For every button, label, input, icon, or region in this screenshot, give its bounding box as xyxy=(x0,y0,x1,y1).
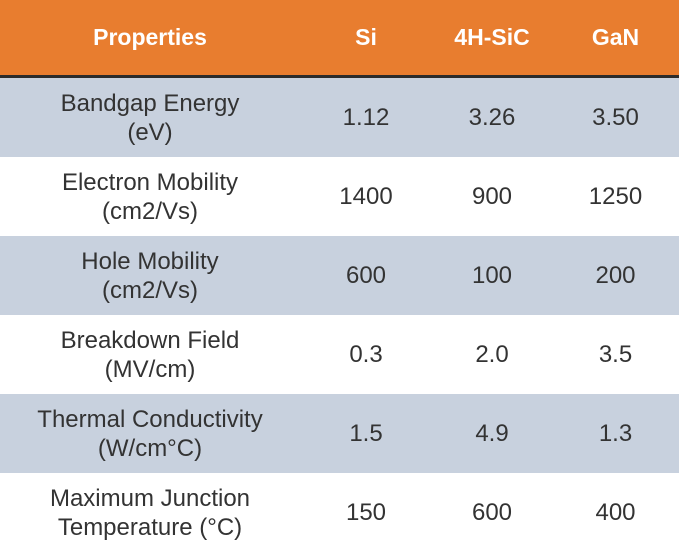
table-row: Electron Mobility (cm2/Vs) 1400 900 1250 xyxy=(0,157,679,236)
property-unit: Temperature (°C) xyxy=(57,513,243,541)
sic-value: 600 xyxy=(471,498,513,526)
property-unit: (MV/cm) xyxy=(104,355,196,383)
property-cell: Maximum Junction Temperature (°C) xyxy=(0,484,300,542)
sic-value: 900 xyxy=(471,182,513,210)
property-name: Electron Mobility xyxy=(61,168,239,196)
table-header: Properties Si 4H-SiC GaN xyxy=(0,0,679,78)
header-properties: Properties xyxy=(93,24,207,50)
gan-value: 3.5 xyxy=(598,340,633,368)
sic-value: 2.0 xyxy=(475,340,509,368)
si-value: 600 xyxy=(345,261,387,289)
property-unit: (W/cm°C) xyxy=(97,434,203,462)
sic-value: 4.9 xyxy=(475,419,509,447)
table-row: Hole Mobility (cm2/Vs) 600 100 200 xyxy=(0,236,679,315)
property-cell: Electron Mobility (cm2/Vs) xyxy=(0,168,300,226)
property-name: Bandgap Energy xyxy=(60,89,240,117)
table-row: Thermal Conductivity (W/cm°C) 1.5 4.9 1.… xyxy=(0,394,679,473)
si-value: 150 xyxy=(345,498,387,526)
si-value: 1.5 xyxy=(349,419,383,447)
property-cell: Thermal Conductivity (W/cm°C) xyxy=(0,405,300,463)
header-4h-sic: 4H-SiC xyxy=(454,24,530,50)
property-unit: (cm2/Vs) xyxy=(102,276,198,304)
table-row: Maximum Junction Temperature (°C) 150 60… xyxy=(0,473,679,552)
property-name: Maximum Junction xyxy=(49,484,251,512)
sic-value: 3.26 xyxy=(468,103,516,131)
gan-value: 3.50 xyxy=(592,103,639,131)
property-name: Breakdown Field xyxy=(60,326,240,354)
gan-value: 1.3 xyxy=(598,419,633,447)
si-value: 0.3 xyxy=(349,340,383,368)
gan-value: 1250 xyxy=(588,182,643,210)
property-cell: Breakdown Field (MV/cm) xyxy=(0,326,300,384)
si-value: 1400 xyxy=(339,182,393,210)
property-cell: Bandgap Energy (eV) xyxy=(0,89,300,147)
property-unit: (cm2/Vs) xyxy=(102,197,198,225)
sic-value: 100 xyxy=(471,261,513,289)
property-name: Hole Mobility xyxy=(81,247,219,275)
gan-value: 200 xyxy=(595,261,636,289)
property-name: Thermal Conductivity xyxy=(37,405,263,433)
table-row: Breakdown Field (MV/cm) 0.3 2.0 3.5 xyxy=(0,315,679,394)
table-row: Bandgap Energy (eV) 1.12 3.26 3.50 xyxy=(0,78,679,157)
property-cell: Hole Mobility (cm2/Vs) xyxy=(0,247,300,305)
si-value: 1.12 xyxy=(342,103,390,131)
gan-value: 400 xyxy=(595,498,636,526)
property-unit: (eV) xyxy=(127,118,173,146)
header-si: Si xyxy=(355,24,377,50)
header-gan: GaN xyxy=(591,24,640,50)
